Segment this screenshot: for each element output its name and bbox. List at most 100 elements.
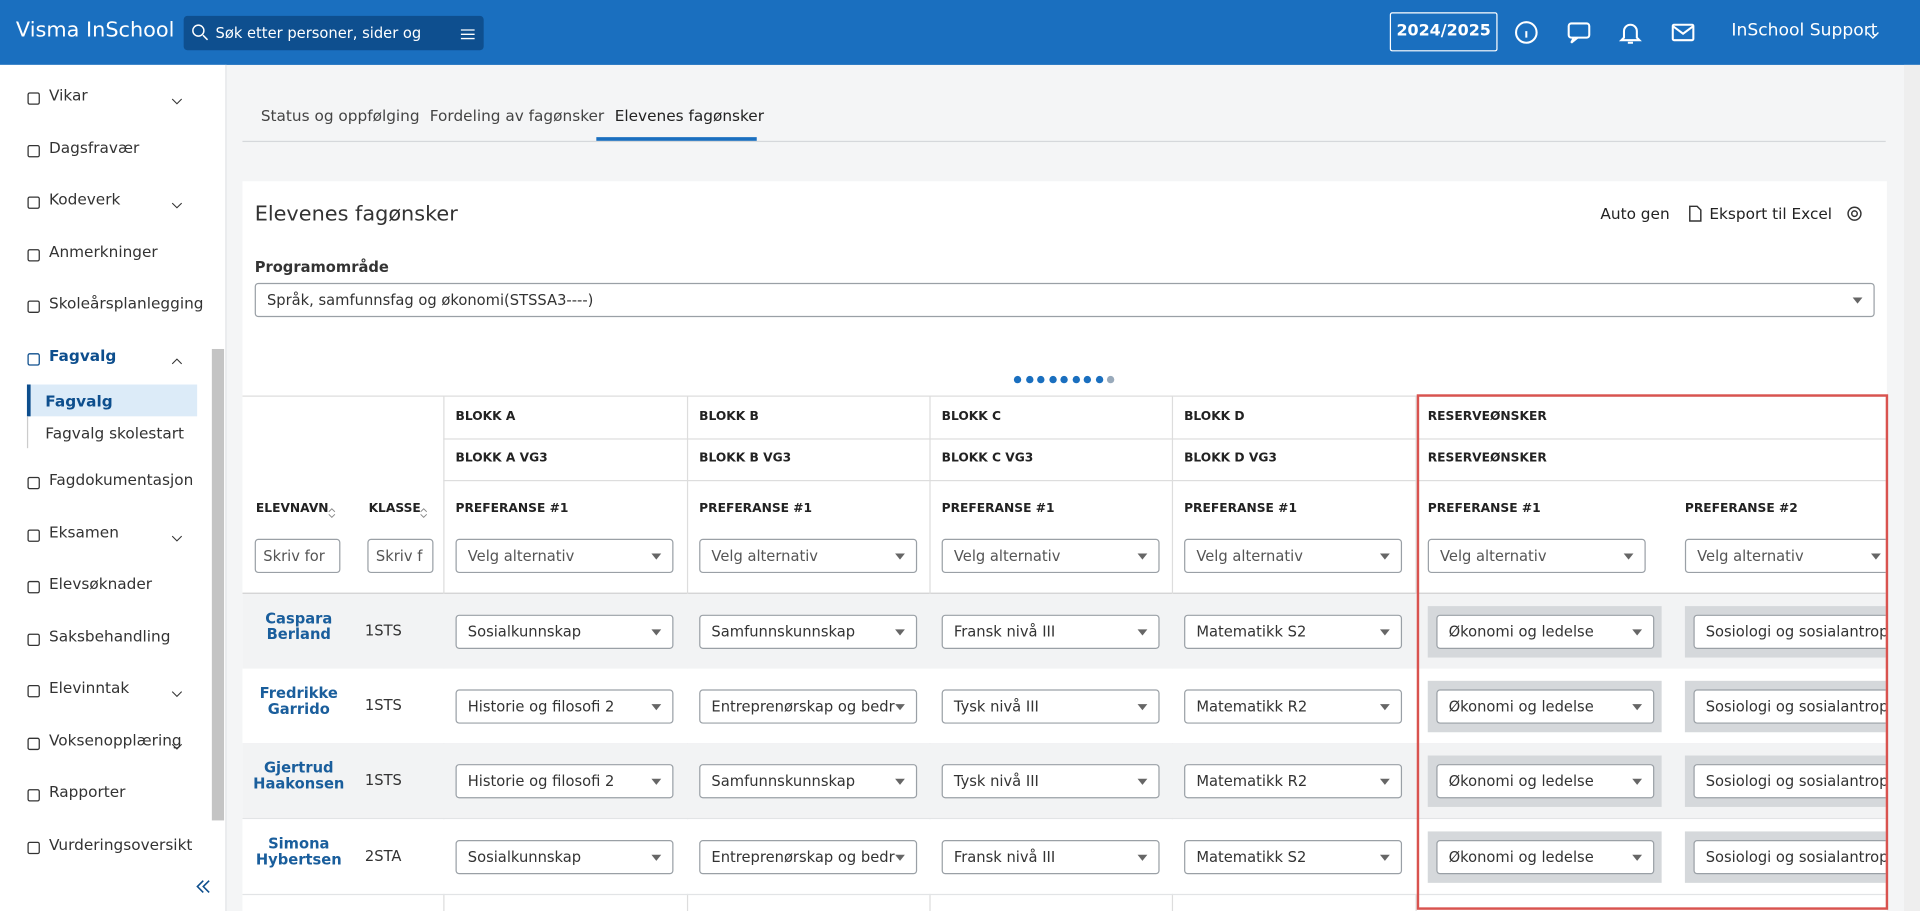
settings-icon[interactable] bbox=[1845, 204, 1863, 222]
column-filter[interactable]: Velg alternativ bbox=[1684, 538, 1886, 574]
collapse-icon bbox=[193, 877, 213, 897]
column-header: PREFERANSE #1 bbox=[699, 502, 813, 516]
mail-icon[interactable] bbox=[1670, 20, 1696, 46]
nav-icon bbox=[26, 525, 42, 542]
column-filter[interactable]: Skriv for bbox=[254, 538, 341, 574]
sidebar: Vikar Dagsfravær Kodeverk Anmerkninger Skole… bbox=[0, 64, 227, 911]
choice-select[interactable]: Sosialkunnskap bbox=[455, 839, 674, 874]
column-header: PREFERANSE #1 bbox=[941, 502, 1055, 516]
nav-item[interactable]: Anmerkninger bbox=[48, 241, 158, 261]
export-icon bbox=[1686, 204, 1704, 222]
search-box[interactable]: Søk etter personer, sider og gru bbox=[183, 15, 484, 51]
tab[interactable]: Elevenes fagønsker bbox=[614, 106, 765, 125]
student-name[interactable]: Caspara Berland bbox=[265, 609, 333, 643]
choice-select[interactable]: Entreprenørskap og bedr bbox=[699, 689, 918, 724]
group-header: RESERVEØNSKER bbox=[1427, 410, 1547, 424]
column-header[interactable]: KLASSE bbox=[368, 502, 421, 516]
choice-select[interactable]: Matematikk S2 bbox=[1184, 839, 1403, 874]
column-filter[interactable]: Velg alternativ bbox=[699, 538, 918, 574]
column-filter[interactable]: Velg alternativ bbox=[455, 538, 674, 574]
panel-title: Elevenes fagønsker bbox=[254, 202, 458, 227]
nav-subitem-label: Fagvalg bbox=[45, 391, 113, 411]
column-filter[interactable]: Velg alternativ bbox=[1427, 538, 1646, 574]
nav-subitem[interactable]: Fagvalg bbox=[26, 384, 198, 417]
table-row: Gjertrud Haakonsen 1STS Historie og filoso… bbox=[242, 743, 1886, 819]
nav-item[interactable]: Voksenopplæring bbox=[48, 730, 182, 749]
reserve-select[interactable]: Sosiologi og sosialantropo bbox=[1693, 764, 1886, 799]
nav-item[interactable]: Dagsfravær bbox=[48, 137, 140, 157]
brand[interactable]: Visma InSchool bbox=[15, 18, 175, 43]
nav-icon bbox=[26, 577, 42, 594]
group-header: BLOKK C bbox=[941, 410, 1001, 424]
program-select[interactable]: Språk, samfunnsfag og økonomi(STSSA3----… bbox=[254, 282, 1875, 318]
student-class: 1STS bbox=[364, 696, 402, 715]
nav-subitem-label: Fagvalg skolestart bbox=[45, 423, 185, 443]
reserve-select[interactable]: Økonomi og ledelse bbox=[1436, 614, 1655, 649]
column-header: PREFERANSE #2 bbox=[1684, 502, 1798, 516]
nav-item[interactable]: Eksamen bbox=[48, 522, 119, 541]
nav-item[interactable]: Fagvalg bbox=[48, 345, 117, 365]
nav-subitem[interactable]: Fagvalg skolestart bbox=[26, 416, 197, 449]
choice-select[interactable]: Sosialkunnskap bbox=[455, 614, 674, 649]
reserve-select[interactable]: Økonomi og ledelse bbox=[1436, 764, 1655, 799]
nav-icon bbox=[26, 629, 42, 646]
nav-item[interactable]: Rapporter bbox=[48, 782, 126, 801]
user-menu[interactable]: InSchool Support bbox=[1731, 20, 1878, 41]
search-placeholder: Søk etter personer, sider og gru bbox=[215, 24, 424, 42]
choice-select[interactable]: Tysk nivå III bbox=[941, 764, 1160, 799]
nav-icon bbox=[26, 88, 42, 105]
nav-caret bbox=[170, 526, 183, 542]
table-row: Caspara Berland 1STS Sosialkunnskap Samfunn… bbox=[242, 593, 1886, 669]
field-label: Programområde bbox=[254, 258, 389, 276]
column-header[interactable]: ELEVNAVN bbox=[255, 502, 329, 516]
info-icon[interactable] bbox=[1513, 20, 1539, 46]
student-class: 1STS bbox=[364, 771, 402, 790]
nav-item[interactable]: Vikar bbox=[48, 85, 88, 105]
nav-item[interactable]: Vurderingsoversikt bbox=[48, 834, 193, 853]
student-name[interactable]: Gjertrud Haakonsen bbox=[253, 759, 345, 793]
choice-select[interactable]: Matematikk S2 bbox=[1184, 614, 1403, 649]
choice-select[interactable]: Historie og filosofi 2 bbox=[455, 764, 674, 799]
column-header: PREFERANSE #1 bbox=[1184, 502, 1297, 516]
nav-icon bbox=[26, 681, 42, 698]
choice-select[interactable]: Samfunnskunnskap bbox=[699, 614, 918, 649]
nav-item[interactable]: Kodeverk bbox=[48, 189, 121, 209]
reserve-select[interactable]: Økonomi og ledelse bbox=[1436, 839, 1655, 874]
choice-select[interactable]: Tysk nivå III bbox=[941, 689, 1160, 724]
column-header: PREFERANSE #1 bbox=[1427, 502, 1541, 516]
choice-select[interactable]: Historie og filosofi 2 bbox=[455, 689, 674, 724]
table-top-border bbox=[242, 395, 1886, 397]
reserve-select[interactable]: Sosiologi og sosialantropo bbox=[1693, 839, 1886, 874]
year-button[interactable]: 2024/2025 bbox=[1389, 12, 1498, 52]
choice-select[interactable]: Samfunnskunnskap bbox=[699, 764, 918, 799]
group-header: BLOKK A bbox=[455, 410, 516, 424]
auto-gen-button[interactable]: Auto gen bbox=[1600, 204, 1670, 223]
student-name[interactable]: Simona Hybertsen bbox=[255, 834, 342, 868]
tab[interactable]: Status og oppfølging bbox=[260, 106, 420, 125]
nav-item[interactable]: Elevinntak bbox=[48, 678, 130, 697]
scroll-dot bbox=[1106, 375, 1115, 384]
reserve-select[interactable]: Sosiologi og sosialantropo bbox=[1693, 689, 1886, 724]
column-filter[interactable]: Velg alternativ bbox=[941, 538, 1160, 574]
column-filter[interactable]: Skriv f bbox=[367, 538, 434, 574]
column-header: PREFERANSE #1 bbox=[455, 502, 569, 516]
choice-select[interactable]: Matematikk R2 bbox=[1184, 764, 1403, 799]
nav-item[interactable]: Skoleårsplanlegging bbox=[48, 293, 204, 313]
sms-icon[interactable] bbox=[1566, 20, 1592, 46]
student-name[interactable]: Fredrikke Garrido bbox=[259, 684, 338, 718]
tab[interactable]: Fordeling av fagønsker bbox=[429, 106, 605, 125]
nav-item[interactable]: Saksbehandling bbox=[48, 626, 171, 645]
nav-item[interactable]: Fagdokumentasjon bbox=[48, 470, 194, 489]
scroll-dot bbox=[1048, 375, 1057, 384]
bell-icon[interactable] bbox=[1618, 20, 1644, 46]
reserve-select[interactable]: Økonomi og ledelse bbox=[1436, 689, 1655, 724]
export-button[interactable]: Eksport til Excel bbox=[1709, 204, 1833, 223]
nav-item[interactable]: Elevsøknader bbox=[48, 574, 153, 593]
column-filter[interactable]: Velg alternativ bbox=[1184, 538, 1403, 574]
choice-select[interactable]: Matematikk R2 bbox=[1184, 689, 1403, 724]
reserve-select[interactable]: Sosiologi og sosialantropo bbox=[1693, 614, 1886, 649]
choice-select[interactable]: Fransk nivå III bbox=[941, 839, 1160, 874]
choice-select[interactable]: Fransk nivå III bbox=[941, 614, 1160, 649]
choice-select[interactable]: Entreprenørskap og bedr bbox=[699, 839, 918, 874]
